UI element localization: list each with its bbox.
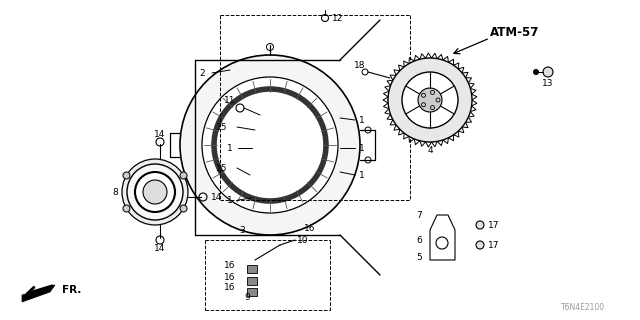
Text: 16: 16 <box>304 223 316 233</box>
Circle shape <box>476 221 484 229</box>
Circle shape <box>123 205 130 212</box>
Text: 12: 12 <box>332 13 344 22</box>
Text: 15: 15 <box>216 164 228 172</box>
Text: 14: 14 <box>211 193 222 202</box>
Polygon shape <box>247 265 257 273</box>
Circle shape <box>123 172 130 179</box>
Circle shape <box>180 172 187 179</box>
Circle shape <box>143 180 167 204</box>
Text: 14: 14 <box>154 244 166 252</box>
Text: 8: 8 <box>112 188 118 196</box>
Text: 16: 16 <box>223 284 235 292</box>
Circle shape <box>180 55 360 235</box>
Circle shape <box>135 172 175 212</box>
Text: 16: 16 <box>223 273 235 282</box>
Text: ATM-57: ATM-57 <box>490 26 540 38</box>
Text: FR.: FR. <box>62 285 81 295</box>
Circle shape <box>202 77 338 213</box>
Circle shape <box>476 241 484 249</box>
Text: 1: 1 <box>227 196 233 204</box>
Text: 5: 5 <box>416 252 422 261</box>
Circle shape <box>122 159 188 225</box>
Text: 1: 1 <box>359 143 365 153</box>
Circle shape <box>402 72 458 128</box>
Text: 13: 13 <box>542 78 554 87</box>
Circle shape <box>127 164 183 220</box>
Text: 10: 10 <box>297 236 308 244</box>
Text: 16: 16 <box>223 260 235 269</box>
Polygon shape <box>247 277 257 285</box>
Text: 7: 7 <box>416 211 422 220</box>
Circle shape <box>418 88 442 112</box>
Text: 2: 2 <box>199 68 205 77</box>
Circle shape <box>534 69 538 75</box>
Text: 18: 18 <box>355 60 365 69</box>
Text: 9: 9 <box>244 293 250 302</box>
Circle shape <box>180 205 187 212</box>
Text: 14: 14 <box>154 130 166 139</box>
Circle shape <box>388 58 472 142</box>
Text: 4: 4 <box>427 146 433 155</box>
Text: 1: 1 <box>359 171 365 180</box>
Text: T6N4E2100: T6N4E2100 <box>561 303 605 313</box>
Text: 3: 3 <box>239 226 245 235</box>
Ellipse shape <box>245 214 265 226</box>
Text: 15: 15 <box>216 123 228 132</box>
Polygon shape <box>22 285 55 302</box>
Polygon shape <box>247 288 257 296</box>
Circle shape <box>543 67 553 77</box>
Text: 1: 1 <box>359 116 365 124</box>
Text: 1: 1 <box>227 143 233 153</box>
Text: 17: 17 <box>488 220 499 229</box>
Text: 17: 17 <box>488 241 499 250</box>
Text: 6: 6 <box>416 236 422 244</box>
Text: 11: 11 <box>224 95 236 105</box>
